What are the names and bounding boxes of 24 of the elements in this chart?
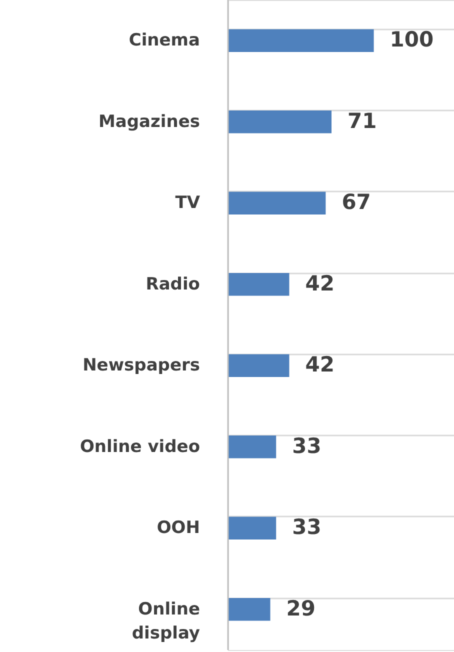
- data-label: 33: [292, 515, 322, 540]
- y-tick-label: OOH: [156, 518, 200, 538]
- bar: [228, 516, 276, 540]
- y-tick-label: TV: [175, 193, 201, 214]
- bar: [228, 354, 290, 377]
- data-label: 29: [286, 596, 316, 620]
- y-tick-label: Online display: [132, 599, 200, 644]
- data-label: 42: [305, 271, 334, 296]
- data-label: 67: [342, 190, 371, 214]
- bar: [228, 192, 326, 214]
- y-tick-label: Online video: [80, 436, 200, 457]
- bar: [228, 436, 276, 458]
- y-tick-label: Magazines: [98, 112, 200, 132]
- y-tick-label: Radio: [146, 274, 200, 294]
- data-label: 42: [305, 352, 334, 377]
- data-label: 71: [348, 108, 377, 133]
- bar: [228, 110, 332, 134]
- data-label: 33: [292, 434, 322, 458]
- y-tick-label: Newspapers: [82, 356, 200, 376]
- bar: [228, 273, 290, 296]
- y-tick-label: Cinema: [128, 30, 200, 51]
- bar: [228, 598, 270, 621]
- bar: [228, 29, 374, 52]
- data-label: 100: [390, 28, 434, 52]
